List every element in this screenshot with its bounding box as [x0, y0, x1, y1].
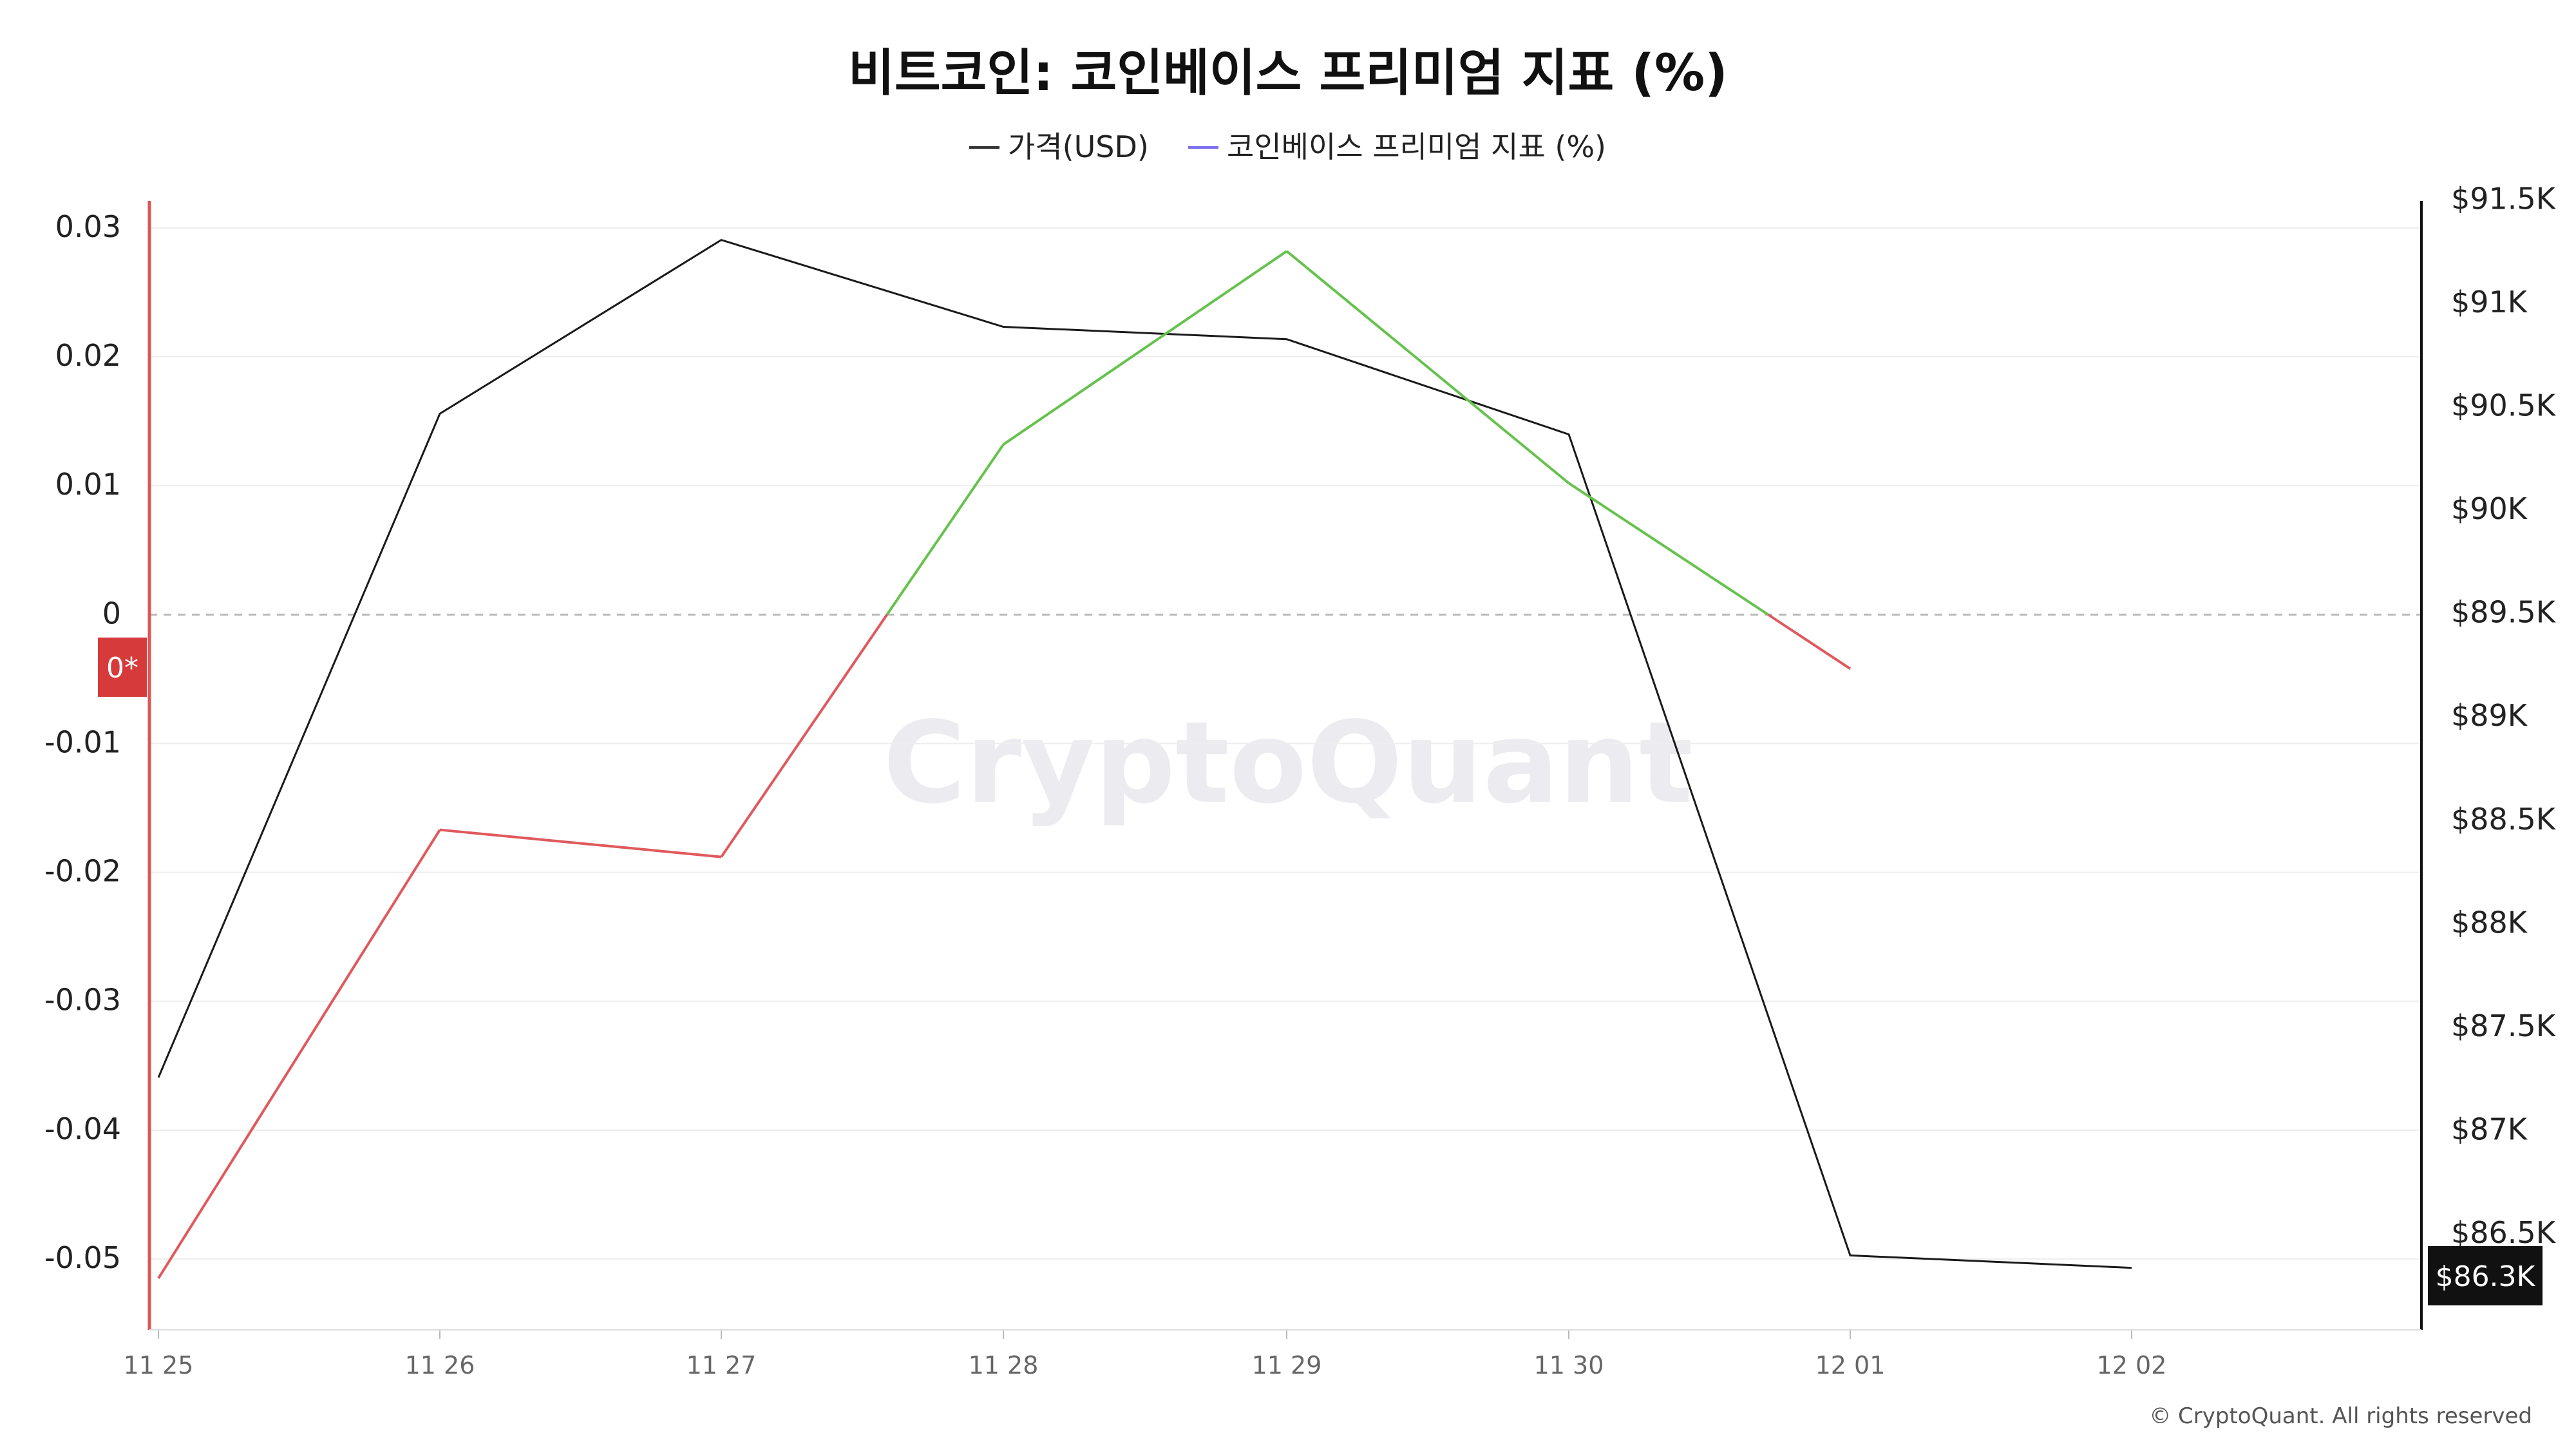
- legend[interactable]: 가격(USD) 코인베이스 프리미엄 지표 (%): [969, 129, 1606, 164]
- premium-segment: [1285, 250, 1570, 484]
- premium-badge-text: 0*: [106, 652, 138, 685]
- y-right-tick-label: $88K: [2451, 905, 2528, 940]
- x-tick-label: 12 01: [1815, 1351, 1886, 1379]
- premium-badge-bg: [98, 638, 147, 697]
- y-left-tick-label: -0.05: [44, 1240, 121, 1275]
- legend-price-label[interactable]: 가격(USD): [1008, 129, 1149, 164]
- x-tick-label: 11 30: [1534, 1351, 1604, 1379]
- copyright: © CryptoQuant. All rights reserved: [2149, 1403, 2532, 1429]
- y-left-tick-label: -0.03: [44, 983, 121, 1018]
- price-badge-text: $86.3K: [2436, 1260, 2536, 1293]
- x-tick-label: 11 26: [405, 1351, 475, 1379]
- y-left-tick-label: 0.03: [55, 209, 121, 244]
- y-left-tick-label: 0.01: [55, 467, 121, 502]
- axis-layer: 0.03 0.02 0.01 0 -0.01 -0.02 -0.03 -0.04 -0.05 $9…: [44, 181, 2557, 1379]
- premium-segment: [157, 829, 441, 1280]
- y-right-tick-label: $90.5K: [2451, 388, 2557, 423]
- premium-segment: [1567, 482, 1769, 616]
- x-tick-label: 11 25: [124, 1351, 194, 1379]
- y-left-tick-label: 0: [102, 596, 121, 630]
- price-badge-bg: [2428, 1246, 2543, 1305]
- price-current-badge: $86.3K: [2428, 1246, 2543, 1305]
- y-right-tick-label: $87K: [2451, 1112, 2528, 1146]
- premium-segment: [439, 828, 722, 858]
- x-tick-label: 11 27: [687, 1351, 757, 1379]
- premium-segment: [720, 614, 888, 858]
- y-left-tick-label: -0.02: [44, 854, 121, 889]
- premium-segment: [886, 444, 1005, 616]
- x-tick-label: 11 28: [969, 1351, 1039, 1379]
- y-right-tick-label: $86.5K: [2451, 1215, 2557, 1250]
- y-right-tick-label: $89.5K: [2451, 595, 2557, 630]
- premium-segment: [1767, 613, 1852, 670]
- price-line: [157, 238, 2132, 1269]
- y-right-tick-label: $88.5K: [2451, 802, 2557, 837]
- x-tick-label: 11 29: [1252, 1351, 1322, 1379]
- y-left-tick-label: -0.01: [44, 724, 121, 759]
- y-right-tick-label: $87.5K: [2451, 1009, 2557, 1043]
- y-right-tick-label: $91K: [2451, 285, 2528, 319]
- y-left-tick-label: -0.04: [44, 1112, 121, 1146]
- premium-current-badge: 0*: [98, 638, 147, 697]
- y-right-tick-label: $90K: [2451, 491, 2528, 526]
- x-tick-label: 12 02: [2097, 1351, 2167, 1379]
- y-right-tick-label: $89K: [2451, 698, 2528, 733]
- y-right-tick-label: $91.5K: [2451, 181, 2557, 216]
- premium-segment: [1002, 250, 1288, 446]
- chart-title: 비트코인: 코인베이스 프리미엄 지표 (%): [848, 44, 1728, 102]
- y-left-tick-label: 0.02: [55, 338, 121, 373]
- watermark: CryptoQuant: [883, 698, 1693, 829]
- legend-premium-label[interactable]: 코인베이스 프리미엄 지표 (%): [1227, 129, 1606, 164]
- series-layer: [157, 238, 2132, 1280]
- grid-layer: [149, 227, 2421, 1260]
